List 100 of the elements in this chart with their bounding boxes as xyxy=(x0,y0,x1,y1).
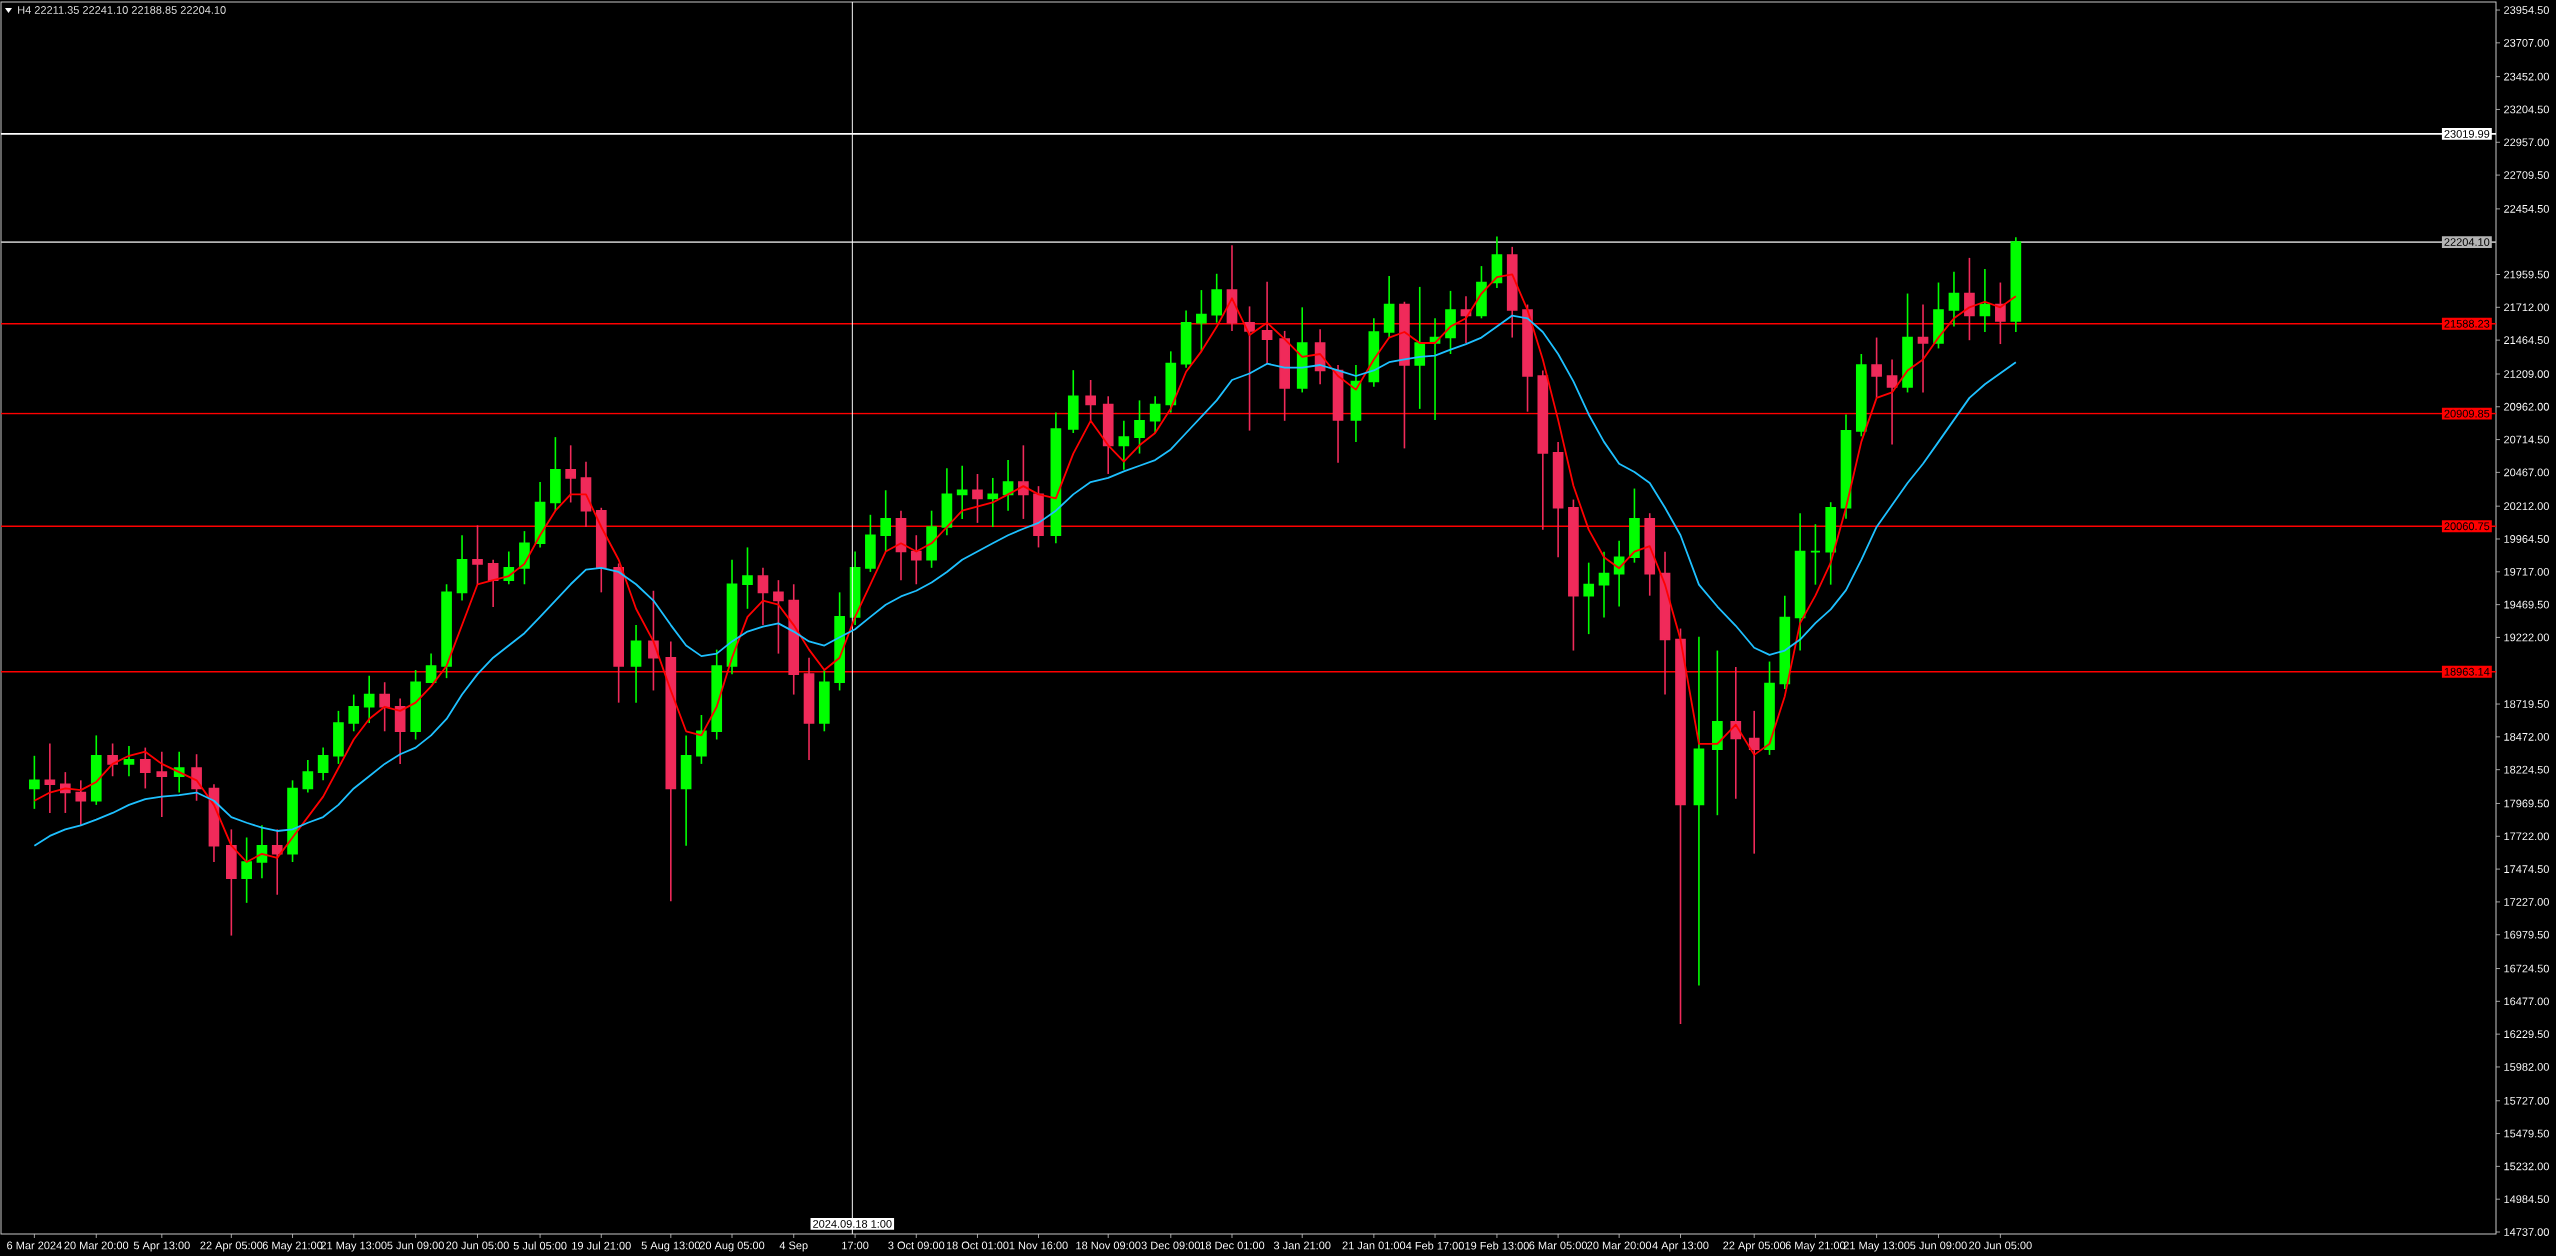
x-tick-label: 5 Aug 13:00 xyxy=(641,1241,701,1252)
ref-line-label: 2024.09.18 1:00 xyxy=(813,1220,892,1228)
candlestick xyxy=(665,640,677,903)
candlestick xyxy=(156,750,168,818)
candlestick xyxy=(1886,358,1898,446)
x-tick-label: 20 Jun 05:00 xyxy=(446,1241,509,1250)
y-tick-label: 16477.00 xyxy=(2504,997,2549,1006)
ref-line-label: 21588.23 xyxy=(2444,319,2490,328)
candlestick xyxy=(711,648,723,741)
candlestick xyxy=(363,674,375,724)
x-tick-label: 17:00 xyxy=(842,1241,869,1250)
candlestick xyxy=(1693,635,1705,987)
candlestick xyxy=(1917,303,1929,394)
x-tick-label: 6 Mar 2024 xyxy=(7,1241,62,1250)
y-tick-label: 15479.50 xyxy=(2504,1129,2549,1138)
candlestick xyxy=(1871,336,1882,399)
candlestick xyxy=(1748,710,1760,855)
candlestick xyxy=(1598,550,1610,619)
chart-title: H4 22211.35 22241.10 22188.85 22204.10 xyxy=(18,6,226,14)
x-tick-label: 22 Apr 05:00 xyxy=(1723,1241,1786,1252)
candlestick xyxy=(271,828,283,896)
candlestick xyxy=(1712,649,1723,816)
x-tick-label: 3 Oct 09:00 xyxy=(888,1241,945,1250)
candlestick xyxy=(241,836,252,904)
candlestick xyxy=(29,755,40,810)
y-tick-label: 20714.50 xyxy=(2504,435,2549,444)
candlestick xyxy=(757,567,769,626)
y-tick-label: 19717.00 xyxy=(2504,567,2549,576)
y-tick-label: 17227.00 xyxy=(2504,898,2549,906)
candlestick xyxy=(788,583,800,696)
candlestick xyxy=(1810,523,1821,586)
y-tick-label: 21464.50 xyxy=(2504,336,2549,345)
x-tick-label: 18 Oct 01:00 xyxy=(946,1241,1009,1250)
x-tick-label: 18 Dec 01:00 xyxy=(1200,1241,1265,1250)
x-tick-label: 22 Apr 05:00 xyxy=(200,1241,263,1252)
x-tick-label: 3 Dec 09:00 xyxy=(1141,1241,1200,1250)
candlestick xyxy=(987,477,999,528)
candlestick xyxy=(680,734,692,847)
candlestick xyxy=(1979,268,1991,333)
candlestick xyxy=(1067,369,1079,434)
x-tick-label: 5 Apr 13:00 xyxy=(133,1241,190,1252)
y-tick-label: 14737.00 xyxy=(2504,1228,2549,1236)
x-tick-label: 3 Jan 21:00 xyxy=(1273,1241,1331,1250)
candlestick xyxy=(1644,512,1656,597)
ref-line-label: 22204.10 xyxy=(2444,238,2490,246)
y-tick-label: 14984.50 xyxy=(2504,1195,2549,1204)
candlestick xyxy=(348,693,360,733)
candlestick xyxy=(742,546,753,610)
x-tick-label: 5 Jul 05:00 xyxy=(513,1241,567,1250)
y-tick-label: 21712.00 xyxy=(2504,303,2549,312)
candlestick xyxy=(630,624,642,704)
x-tick-label: 19 Jul 21:00 xyxy=(572,1241,631,1250)
candlestick xyxy=(75,779,87,827)
x-tick-label: 6 May 21:00 xyxy=(1785,1241,1846,1252)
candlestick xyxy=(1018,444,1029,520)
y-tick-label: 21959.50 xyxy=(2504,270,2549,279)
candlestick xyxy=(1414,286,1426,410)
x-tick-label: 1 Nov 16:00 xyxy=(1009,1241,1068,1250)
x-tick-label: 4 Feb 17:00 xyxy=(1405,1241,1464,1250)
y-tick-label: 23452.00 xyxy=(2504,72,2549,81)
candlestick xyxy=(139,746,151,790)
candlestick xyxy=(1537,369,1549,531)
candlestick xyxy=(1261,281,1273,365)
x-tick-label: 5 Jun 09:00 xyxy=(387,1241,444,1250)
y-tick-label: 15982.00 xyxy=(2504,1063,2549,1071)
candlestick xyxy=(1102,395,1114,475)
y-tick-label: 16229.50 xyxy=(2504,1030,2549,1039)
candlestick xyxy=(456,534,468,602)
candlestick xyxy=(1779,594,1791,690)
ref-line-label: 20909.85 xyxy=(2444,409,2490,418)
candlestick xyxy=(472,524,483,586)
x-tick-label: 6 May 21:00 xyxy=(262,1241,323,1252)
ref-line-label: 23019.99 xyxy=(2444,130,2490,138)
candlestick xyxy=(941,467,953,537)
x-tick-label: 18 Nov 09:00 xyxy=(1076,1241,1141,1250)
candlestick xyxy=(2010,236,2022,333)
y-tick-label: 15727.00 xyxy=(2504,1096,2549,1105)
y-tick-label: 19964.50 xyxy=(2504,535,2549,543)
y-tick-label: 17722.00 xyxy=(2504,832,2549,841)
y-tick-label: 16724.50 xyxy=(2504,964,2549,973)
ref-line-label: 18963.14 xyxy=(2444,667,2490,676)
y-tick-label: 19222.00 xyxy=(2504,633,2549,642)
candlestick xyxy=(1149,395,1161,434)
candlestick xyxy=(1506,246,1518,339)
y-tick-label: 23204.50 xyxy=(2504,105,2549,114)
candlestick xyxy=(1964,257,1975,341)
y-tick-label: 20962.00 xyxy=(2504,402,2549,411)
y-tick-label: 23954.50 xyxy=(2504,6,2549,14)
x-tick-label: 19 Feb 13:00 xyxy=(1465,1241,1529,1250)
candlestick xyxy=(302,759,314,794)
x-tick-label: 20 Mar 20:00 xyxy=(64,1241,129,1250)
candlestick xyxy=(317,746,329,782)
y-tick-label: 23707.00 xyxy=(2504,38,2549,47)
y-tick-label: 20467.00 xyxy=(2504,468,2549,477)
y-tick-label: 19469.50 xyxy=(2504,600,2549,609)
y-tick-label: 15232.00 xyxy=(2504,1162,2549,1171)
candlestick xyxy=(565,444,577,504)
candlestick xyxy=(1794,512,1806,652)
x-tick-label: 4 Sep xyxy=(779,1241,808,1252)
y-tick-label: 18224.50 xyxy=(2504,765,2549,774)
